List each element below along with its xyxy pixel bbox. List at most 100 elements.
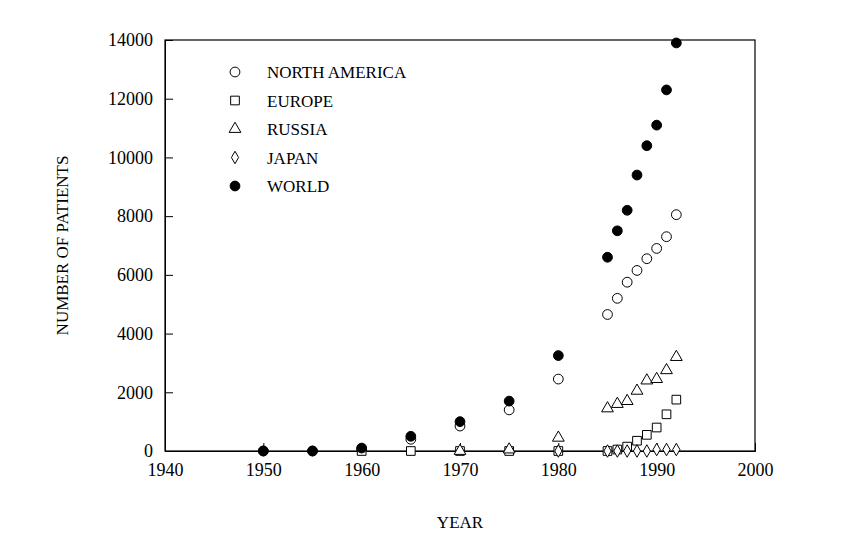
y-tick-mark xyxy=(165,334,173,335)
legend-item: WORLD xyxy=(230,177,329,196)
point xyxy=(603,310,613,320)
point xyxy=(258,446,268,456)
y-tick: 12000 xyxy=(108,89,173,109)
point xyxy=(612,293,622,303)
x-tick: 1980 xyxy=(541,443,577,480)
series xyxy=(555,443,680,457)
legend-marker xyxy=(230,181,240,191)
legend-label: EUROPE xyxy=(267,92,333,111)
data-points xyxy=(258,38,682,457)
legend-label: WORLD xyxy=(267,177,329,196)
x-tick-label: 1950 xyxy=(246,460,282,480)
y-tick-mark xyxy=(165,157,173,158)
y-tick-label: 8000 xyxy=(117,206,153,226)
point xyxy=(642,254,652,264)
series xyxy=(258,38,681,456)
legend-label: JAPAN xyxy=(267,149,318,168)
legend-marker xyxy=(231,96,240,105)
legend-item: JAPAN xyxy=(231,149,318,168)
point xyxy=(642,141,652,151)
point xyxy=(653,443,660,455)
y-tick: 4000 xyxy=(117,324,173,344)
x-tick-label: 2000 xyxy=(738,460,774,480)
point xyxy=(671,210,681,220)
point xyxy=(454,444,466,454)
point xyxy=(455,417,465,427)
point xyxy=(631,384,643,394)
point xyxy=(612,226,622,236)
x-tick: 2000 xyxy=(738,443,774,480)
point xyxy=(552,431,564,441)
y-axis-line xyxy=(166,41,174,452)
point xyxy=(662,410,671,419)
y-tick: 6000 xyxy=(117,265,173,285)
point xyxy=(672,395,681,404)
x-tick: 1970 xyxy=(443,443,479,480)
series xyxy=(258,210,681,456)
y-tick-mark xyxy=(165,275,173,276)
point xyxy=(661,363,673,373)
point xyxy=(621,394,633,404)
point xyxy=(308,446,318,456)
point xyxy=(604,445,611,457)
y-tick-label: 10000 xyxy=(108,148,153,168)
point xyxy=(670,350,682,360)
point xyxy=(614,445,621,457)
point xyxy=(663,443,670,455)
point xyxy=(503,443,515,453)
point xyxy=(603,252,613,262)
x-tick-label: 1940 xyxy=(148,460,184,480)
point xyxy=(504,396,514,406)
y-tick-label: 14000 xyxy=(108,30,153,50)
point xyxy=(357,443,367,453)
plot-frame xyxy=(165,40,755,451)
plot: 1940 1950 1960 1970 1980 1990 2000 0 2000 4000 600… xyxy=(108,30,774,480)
point xyxy=(652,244,662,254)
y-tick-label: 0 xyxy=(144,441,153,461)
legend: NORTH AMERICA EUROPE RUSSIA JAPAN WORLD xyxy=(229,63,407,196)
y-tick-label: 2000 xyxy=(117,383,153,403)
series xyxy=(454,350,682,454)
y-axis-title: NUMBER OF PATIENTS xyxy=(53,156,72,336)
y-axis: 0 2000 4000 6000 8000 10000 12000 14000 xyxy=(108,30,173,461)
point xyxy=(258,446,268,456)
y-tick: 8000 xyxy=(117,206,173,226)
y-tick: 14000 xyxy=(108,30,173,50)
legend-label: RUSSIA xyxy=(267,120,328,139)
x-tick: 1990 xyxy=(639,443,675,480)
point xyxy=(622,277,632,287)
point xyxy=(652,120,662,130)
x-tick: 1960 xyxy=(344,443,380,480)
point xyxy=(671,38,681,48)
legend-item: RUSSIA xyxy=(229,120,328,139)
y-tick-label: 12000 xyxy=(108,89,153,109)
point xyxy=(643,445,650,457)
point xyxy=(611,397,623,407)
legend-marker xyxy=(229,122,241,132)
x-tick-label: 1960 xyxy=(344,460,380,480)
point xyxy=(504,405,514,415)
x-tick: 1950 xyxy=(246,443,282,480)
y-tick-mark xyxy=(165,99,173,100)
y-tick-mark xyxy=(165,392,173,393)
legend-item: EUROPE xyxy=(231,92,333,111)
point xyxy=(633,436,642,445)
x-tick-label: 1980 xyxy=(541,460,577,480)
legend-label: NORTH AMERICA xyxy=(267,63,407,82)
legend-marker xyxy=(231,151,238,163)
y-tick-mark xyxy=(165,40,173,41)
point xyxy=(553,351,563,361)
point xyxy=(632,170,642,180)
x-axis: 1940 1950 1960 1970 1980 1990 2000 xyxy=(148,443,774,480)
point xyxy=(643,431,652,440)
y-tick-label: 6000 xyxy=(117,265,153,285)
point xyxy=(406,431,416,441)
chart: 1940 1950 1960 1970 1980 1990 2000 0 2000 4000 600… xyxy=(0,0,841,544)
legend-marker xyxy=(230,67,240,77)
x-tick-mark xyxy=(755,443,756,451)
y-tick: 10000 xyxy=(108,148,173,168)
x-tick-label: 1990 xyxy=(639,460,675,480)
x-axis-title: YEAR xyxy=(437,513,484,532)
point xyxy=(553,374,563,384)
point xyxy=(622,205,632,215)
